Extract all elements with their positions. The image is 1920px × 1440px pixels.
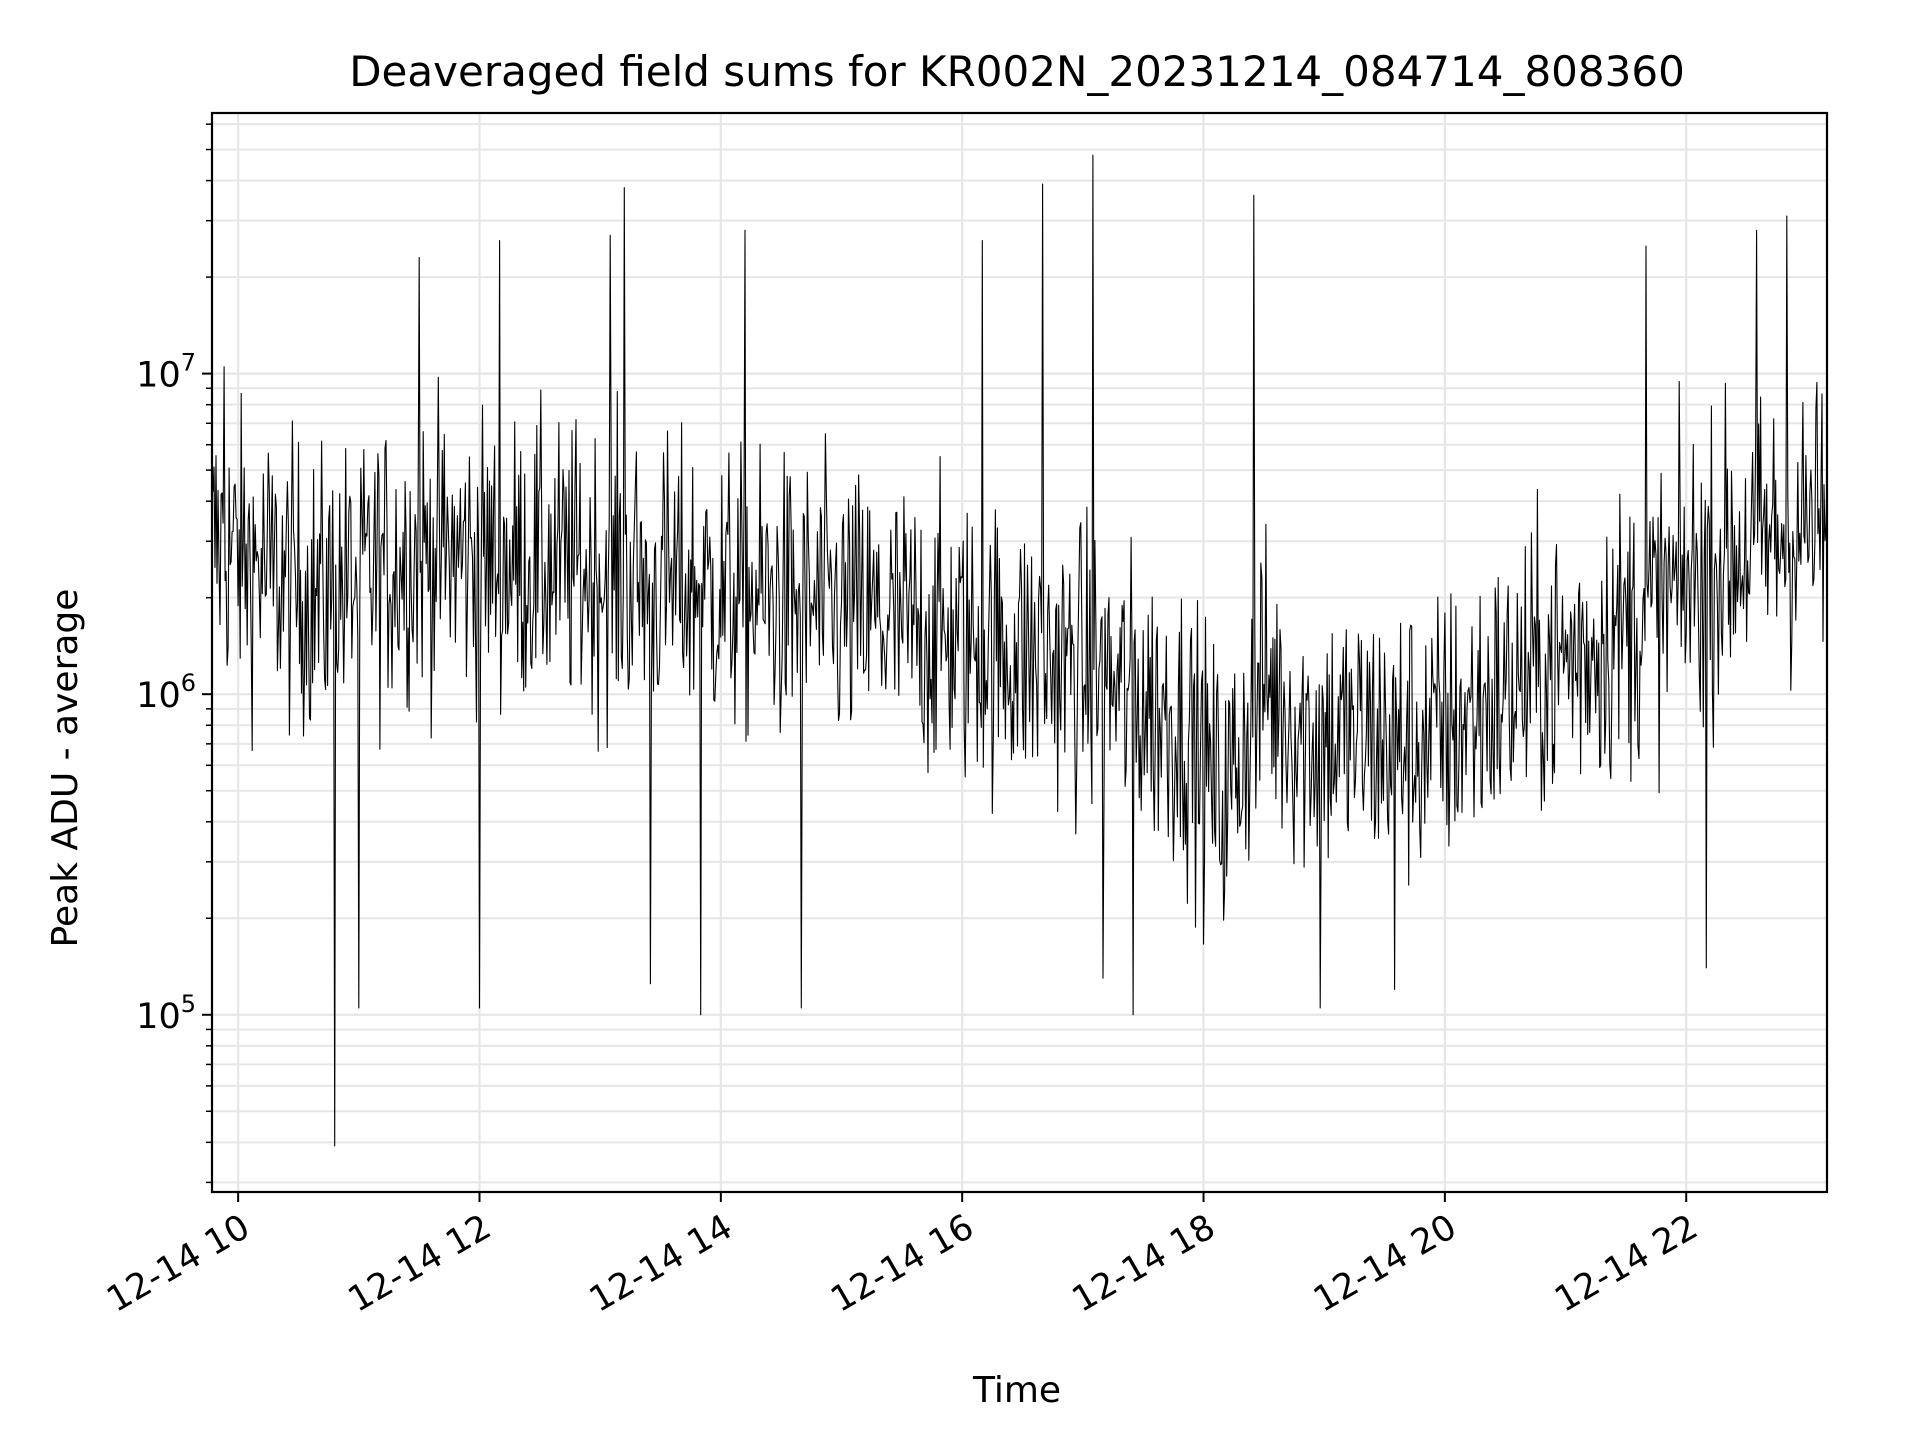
y-axis-label: Peak ADU - average [45, 589, 86, 948]
y-axis-ticks: 105 106 107 [136, 123, 212, 1184]
y-tick-label: 105 [136, 990, 196, 1037]
plot-frame [210, 111, 1829, 1194]
chart-title: Deaveraged field sums for KR002N_2023121… [349, 47, 1685, 96]
series-line [211, 154, 1828, 1147]
series-layer [211, 154, 1828, 1147]
y-tick-label: 107 [136, 349, 196, 396]
grid-lines [212, 113, 1827, 1192]
y-tick-label: 106 [136, 669, 196, 716]
x-axis-label: Time [972, 1370, 1061, 1411]
